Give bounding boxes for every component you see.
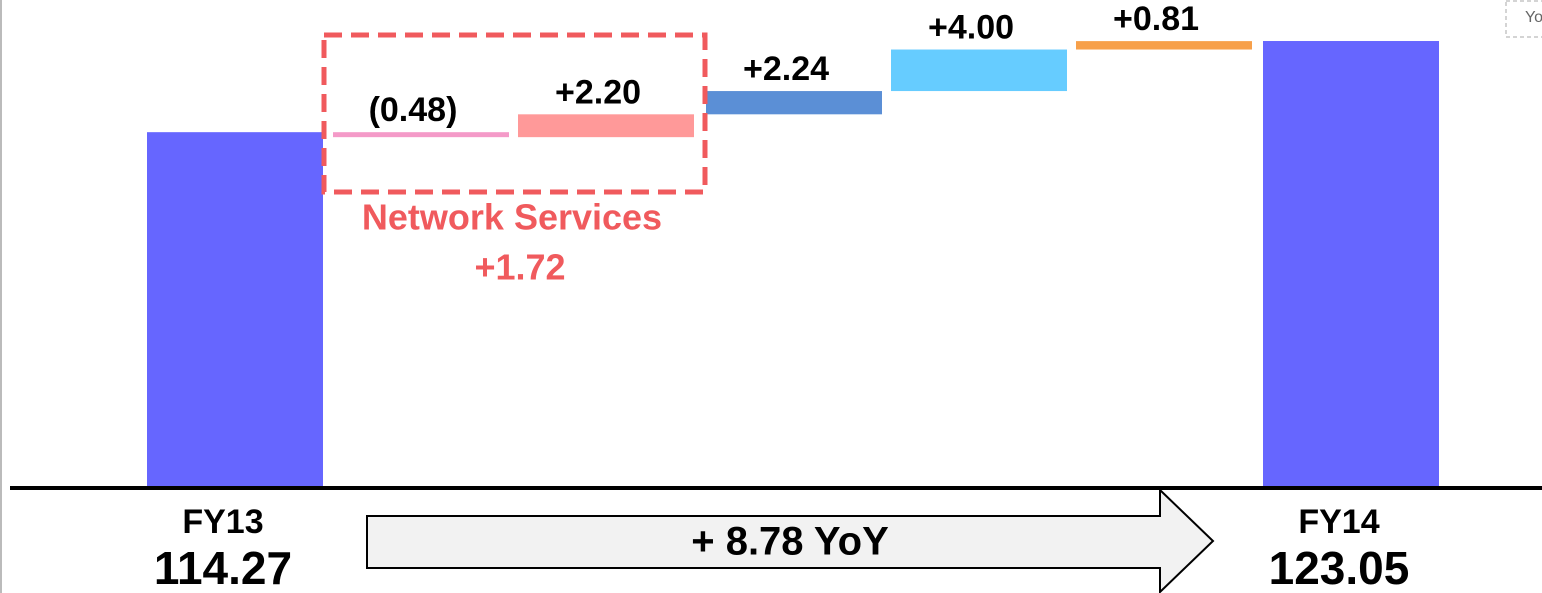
bar bbox=[891, 49, 1067, 92]
x-tick-label: FY13 bbox=[182, 503, 263, 541]
group-box bbox=[321, 32, 708, 195]
bar bbox=[147, 132, 323, 488]
value-label: 114.27 bbox=[154, 542, 292, 593]
group-name: Network Services bbox=[362, 197, 662, 238]
corner-label: Yo bbox=[1525, 9, 1542, 26]
group-value-label: +1.72 bbox=[474, 247, 565, 288]
bar bbox=[333, 132, 509, 138]
change-label: + 8.78 YoY bbox=[691, 520, 889, 564]
value-label: +2.24 bbox=[743, 50, 829, 88]
value-label: +4.00 bbox=[928, 9, 1014, 47]
value-label: +2.20 bbox=[555, 73, 641, 111]
bar bbox=[706, 91, 882, 115]
value-label: 123.05 bbox=[1269, 542, 1410, 593]
bar bbox=[1076, 41, 1252, 50]
value-label: (0.48) bbox=[369, 91, 458, 129]
value-label: +0.81 bbox=[1113, 0, 1199, 38]
x-tick-label: FY14 bbox=[1298, 503, 1379, 541]
corner-box bbox=[1505, 0, 1542, 38]
change-arrow bbox=[366, 487, 1215, 593]
bar bbox=[1263, 41, 1439, 489]
bar bbox=[518, 114, 694, 138]
